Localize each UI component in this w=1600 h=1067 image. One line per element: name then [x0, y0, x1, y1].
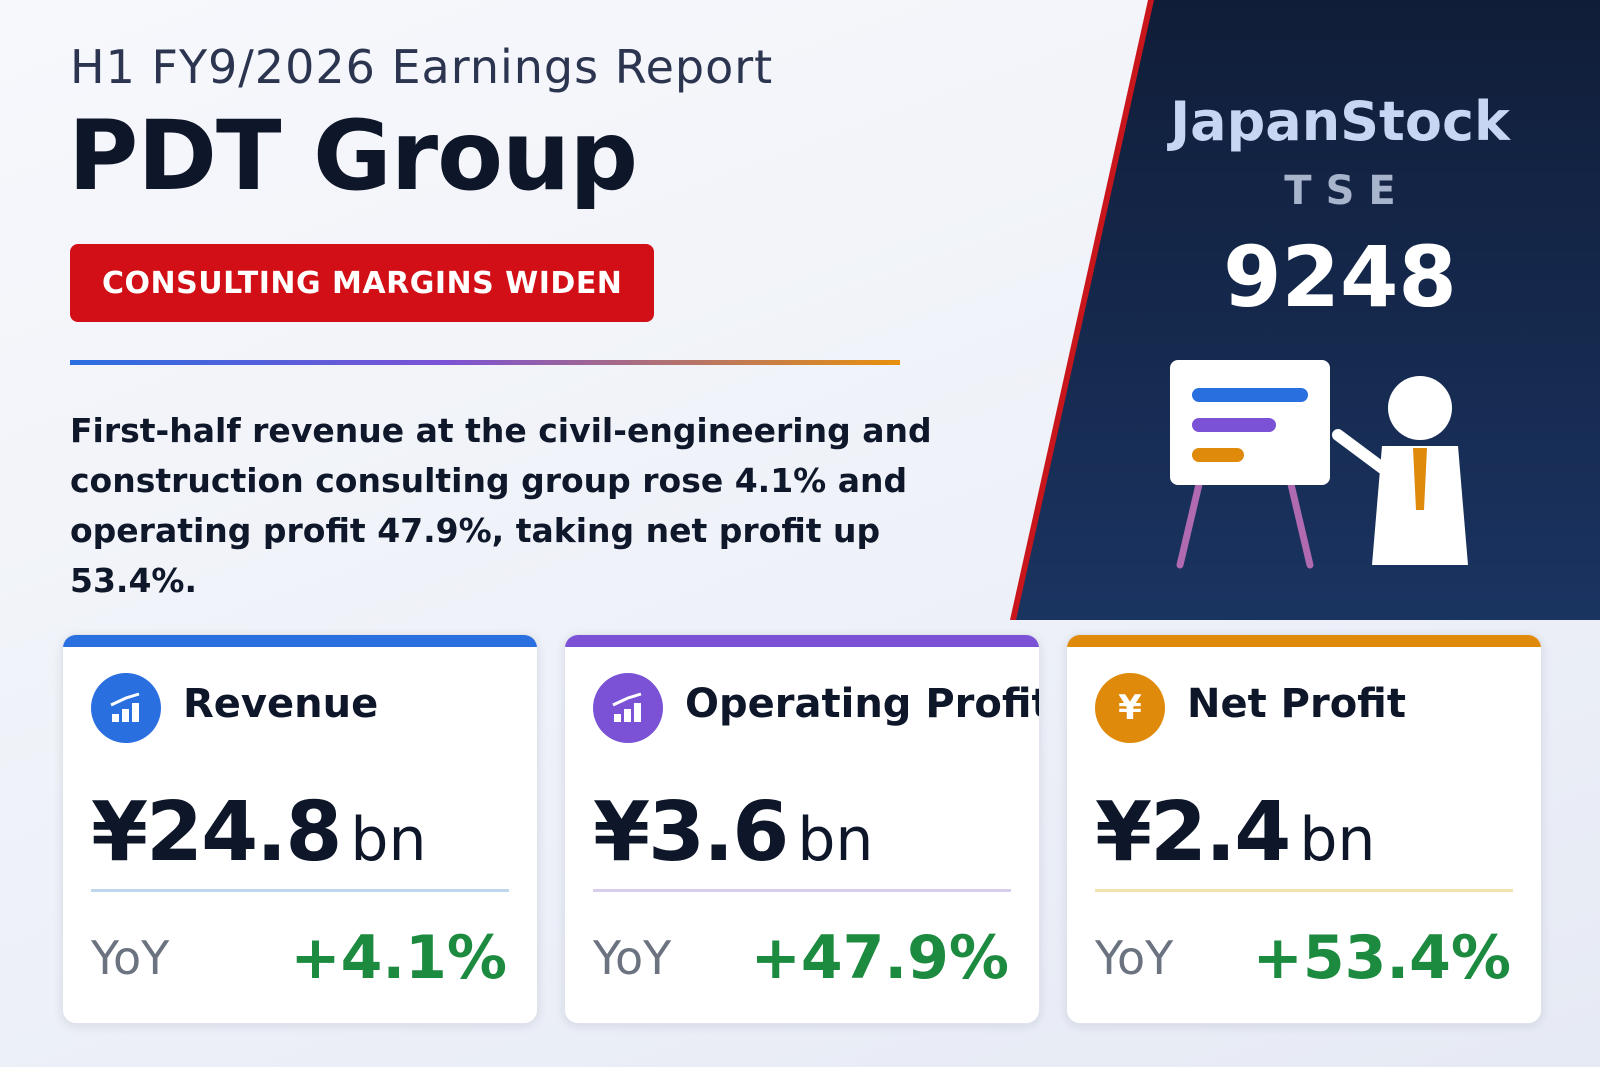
yen-icon: ¥ [1095, 673, 1165, 743]
card-accent-bar [1067, 635, 1541, 647]
ticker-code: 9248 [1223, 228, 1457, 326]
yoy-value: +47.9% [750, 923, 1009, 993]
card-value-number: ¥2.4 [1095, 785, 1291, 880]
yoy-label: YoY [1095, 931, 1174, 985]
card-value-unit: bn [1299, 805, 1376, 875]
net-profit-card: ¥ Net Profit ¥2.4 bn YoY +53.4% [1066, 634, 1542, 1024]
card-divider [1095, 889, 1513, 892]
presenter-illustration-icon [1170, 360, 1468, 569]
card-value: ¥2.4 bn [1095, 785, 1375, 880]
yen-glyph: ¥ [1118, 688, 1142, 728]
card-accent-bar [565, 635, 1039, 647]
revenue-card: Revenue ¥24.8 bn YoY +4.1% [62, 634, 538, 1024]
card-value-unit: bn [350, 805, 427, 875]
card-value: ¥24.8 bn [91, 785, 427, 880]
yoy-value: +4.1% [290, 923, 507, 993]
yoy-label: YoY [91, 931, 170, 985]
bar-chart-up-icon [593, 673, 663, 743]
exchange-name: TSE [1284, 168, 1410, 214]
summary-text: First-half revenue at the civil-engineer… [70, 411, 932, 600]
card-divider [593, 889, 1011, 892]
card-divider [91, 889, 509, 892]
report-kicker: H1 FY9/2026 Earnings Report [70, 40, 774, 94]
headline-tag: CONSULTING MARGINS WIDEN [70, 244, 655, 322]
bar-chart-up-icon [91, 673, 161, 743]
company-name: PDT Group [68, 100, 638, 212]
card-label: Revenue [183, 681, 379, 727]
gradient-divider [70, 360, 900, 365]
card-value-number: ¥3.6 [593, 785, 789, 880]
card-label: Operating Profit [685, 681, 1040, 727]
yoy-value: +53.4% [1252, 923, 1511, 993]
card-value-number: ¥24.8 [91, 785, 342, 880]
card-value-unit: bn [797, 805, 874, 875]
operating-profit-card: Operating Profit ¥3.6 bn YoY +47.9% [564, 634, 1040, 1024]
yoy-label: YoY [593, 931, 672, 985]
brand-name: JapanStock [1170, 90, 1510, 153]
card-value: ¥3.6 bn [593, 785, 873, 880]
card-accent-bar [63, 635, 537, 647]
card-label: Net Profit [1187, 681, 1406, 727]
